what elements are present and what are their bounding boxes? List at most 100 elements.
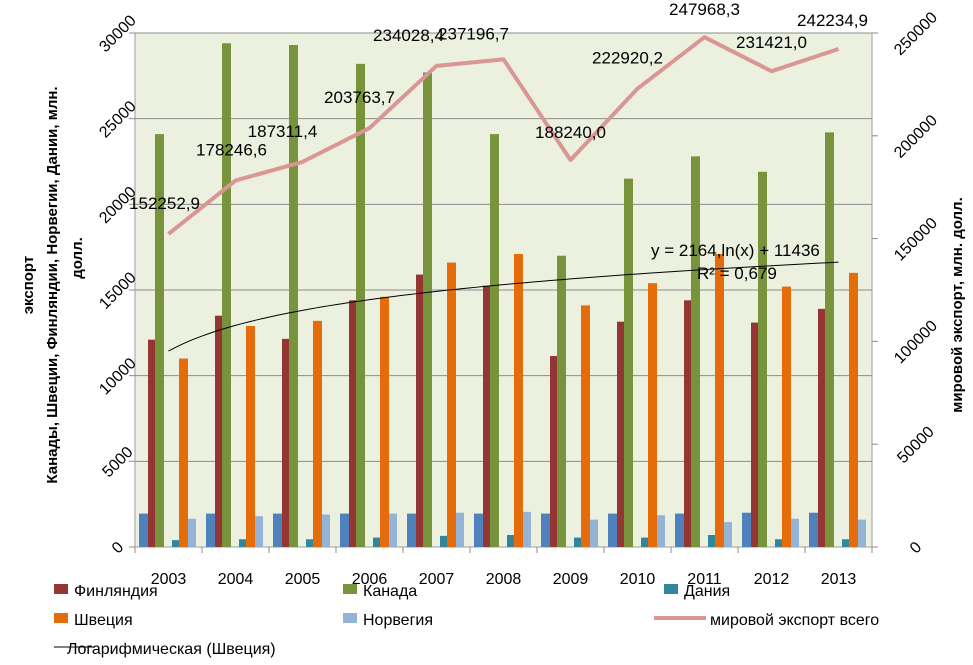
- y-axis-left-title: экспорт Канады, Швеции, Финляндии, Норве…: [20, 86, 86, 483]
- bar-norway: [723, 522, 732, 547]
- grid-lines: [135, 32, 872, 462]
- bar-finland: [282, 338, 291, 547]
- legend-swatch-canada: [343, 584, 357, 594]
- legend-item-denmark: Дания: [664, 583, 730, 600]
- bar-finland: [818, 308, 827, 547]
- bar-denmark-base: [273, 513, 282, 547]
- world-export-data-label: 187311,4: [248, 122, 318, 141]
- bar-sweden: [246, 325, 255, 547]
- trendline-equation: y = 2164,ln(x) + 11436: [651, 241, 820, 260]
- legend-item-norway: Норвегия: [343, 612, 433, 629]
- legend-label-canada: Канада: [363, 583, 417, 600]
- bar-sweden: [380, 296, 389, 547]
- x-tick-label: 2009: [553, 571, 589, 588]
- bar-finland: [215, 315, 224, 547]
- legend-swatch-sweden: [54, 613, 68, 623]
- legend-label-world: мировой экспорт всего: [710, 612, 879, 629]
- bar-denmark-base: [608, 513, 617, 547]
- bar-canada: [356, 63, 365, 548]
- x-tick-label: 2003: [151, 571, 187, 588]
- y-left-tick-label: 10000: [96, 355, 140, 399]
- bar-denmark: [775, 539, 784, 547]
- world-export-data-label: 152252,9: [129, 194, 200, 213]
- y-left-title-line3: долл.: [69, 237, 86, 279]
- world-export-line: [167, 35, 840, 236]
- bar-denmark: [440, 535, 449, 547]
- bar-denmark: [239, 539, 248, 547]
- y-left-title-line1: экспорт: [20, 256, 37, 314]
- bar-canada: [624, 178, 633, 547]
- bar-norway: [388, 513, 397, 547]
- bar-finland: [684, 300, 693, 547]
- x-tick-label: 2008: [486, 571, 522, 588]
- world-export-data-label: 247968,3: [669, 0, 740, 19]
- bar-norway: [790, 518, 799, 547]
- bar-finland: [349, 300, 358, 547]
- legend-item-canada: Канада: [343, 583, 417, 600]
- bar-canada: [222, 43, 231, 547]
- bar-denmark-base: [340, 513, 349, 547]
- y-left-tick-label: 15000: [96, 269, 140, 313]
- bar-canada: [289, 44, 298, 547]
- bar-canada: [825, 132, 834, 547]
- y-left-tick-label: 0: [109, 539, 127, 557]
- bar-finland: [617, 321, 626, 547]
- legend-swatch-finland: [54, 584, 68, 594]
- legend-item-sweden: Швеция: [54, 612, 133, 629]
- world-export-data-label: 237196,7: [438, 24, 509, 43]
- bar-norway: [321, 514, 330, 547]
- y-right-tick-label: 200000: [891, 112, 941, 162]
- bar-norway: [656, 515, 665, 547]
- bar-denmark: [172, 540, 181, 547]
- world-export-data-label: 231421,0: [736, 33, 807, 52]
- bar-canada: [758, 171, 767, 547]
- y-left-tick-label: 5000: [99, 444, 136, 481]
- x-tick-label: 2013: [821, 571, 857, 588]
- world-export-data-label: 234028,4: [373, 26, 444, 45]
- y-left-tick-label: 25000: [96, 98, 140, 142]
- bar-sweden: [715, 254, 724, 547]
- bar-denmark: [306, 539, 315, 547]
- legend-label-finland: Финляндия: [74, 583, 158, 600]
- y-left-tick-label: 30000: [96, 12, 140, 56]
- legend-item-world: мировой экспорт всего: [654, 612, 879, 629]
- legend-label-denmark: Дания: [684, 583, 730, 600]
- world-export-line-layer: [167, 35, 840, 236]
- y-right-tick-label: 250000: [891, 9, 941, 59]
- legend-label-trend: Логарифмическая (Швеция): [67, 641, 276, 658]
- y-right-tick-label: 100000: [891, 318, 941, 368]
- bar-denmark: [708, 535, 717, 547]
- world-export-data-label: 203763,7: [324, 88, 395, 107]
- y-right-tick-label: 0: [907, 539, 925, 557]
- x-tick-label: 2012: [754, 571, 790, 588]
- x-tick-label: 2005: [285, 571, 321, 588]
- x-tick-label: 2004: [218, 571, 254, 588]
- legend-item-trend: Логарифмическая (Швеция): [54, 641, 276, 658]
- world-export-data-label: 242234,9: [797, 11, 868, 30]
- bar-finland: [483, 285, 492, 547]
- legend: Финляндия Канада Дания Швеция Норвегия мирово…: [54, 583, 879, 658]
- bar-sweden: [648, 283, 657, 547]
- world-export-data-label: 188240,0: [535, 123, 606, 142]
- bar-finland: [751, 322, 760, 547]
- y-axis-right-title: мировой экспорт, млн. долл.: [949, 197, 966, 412]
- bar-denmark-base: [742, 512, 751, 547]
- bar-finland: [550, 355, 559, 547]
- bar-denmark-base: [407, 513, 416, 547]
- bar-denmark: [574, 537, 583, 547]
- bar-denmark-base: [139, 513, 148, 547]
- legend-swatch-norway: [343, 613, 357, 623]
- bar-norway: [187, 518, 196, 547]
- legend-item-finland: Финляндия: [54, 583, 158, 600]
- bar-canada: [557, 255, 566, 547]
- y-right-tick-label: 150000: [891, 215, 941, 265]
- bar-sweden: [447, 262, 456, 547]
- bar-canada: [155, 134, 164, 547]
- trendline-sweden: [168, 261, 839, 352]
- bar-denmark-base: [809, 512, 818, 547]
- bar-finland: [148, 339, 157, 547]
- x-tick-label: 2010: [620, 571, 656, 588]
- bar-canada: [490, 134, 499, 547]
